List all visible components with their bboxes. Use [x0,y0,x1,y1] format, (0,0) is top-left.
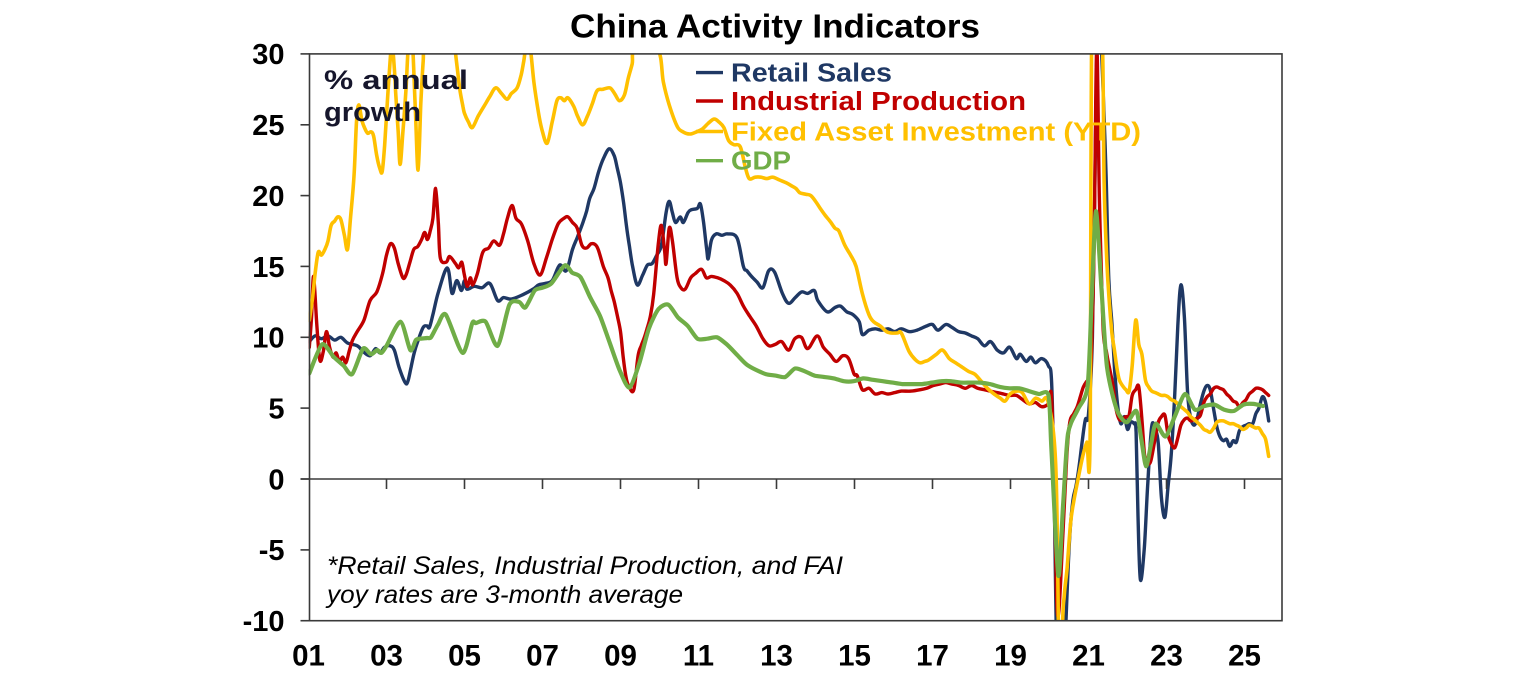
svg-text:05: 05 [448,640,481,673]
svg-text:*Retail Sales, Industrial Prod: *Retail Sales, Industrial Production, an… [327,552,843,580]
svg-text:Fixed Asset Investment (YTD): Fixed Asset Investment (YTD) [731,119,1141,147]
svg-text:19: 19 [994,640,1027,673]
svg-text:15: 15 [252,252,284,284]
svg-text:07: 07 [526,640,559,673]
svg-text:17: 17 [916,640,949,673]
svg-text:25: 25 [1228,640,1261,673]
svg-text:30: 30 [252,39,284,71]
svg-text:20: 20 [252,181,284,213]
svg-text:-5: -5 [259,535,285,567]
svg-text:21: 21 [1072,640,1105,673]
svg-text:% annual: % annual [324,65,468,95]
svg-text:China Activity Indicators: China Activity Indicators [570,8,980,45]
svg-text:13: 13 [760,640,793,673]
svg-text:-10: -10 [243,606,285,638]
svg-text:11: 11 [683,640,714,673]
svg-text:25: 25 [252,110,284,142]
svg-text:5: 5 [268,393,284,425]
svg-text:10: 10 [252,323,284,355]
svg-text:Industrial Production: Industrial Production [731,88,1026,116]
svg-text:23: 23 [1150,640,1183,673]
svg-text:01: 01 [292,640,325,673]
svg-text:yoy rates are 3-month average: yoy rates are 3-month average [325,581,683,609]
svg-text:GDP: GDP [731,148,791,176]
svg-text:growth: growth [324,97,421,127]
svg-text:Retail Sales: Retail Sales [731,60,892,88]
svg-text:09: 09 [604,640,637,673]
svg-text:0: 0 [268,464,284,496]
svg-text:15: 15 [838,640,871,673]
svg-text:03: 03 [370,640,403,673]
